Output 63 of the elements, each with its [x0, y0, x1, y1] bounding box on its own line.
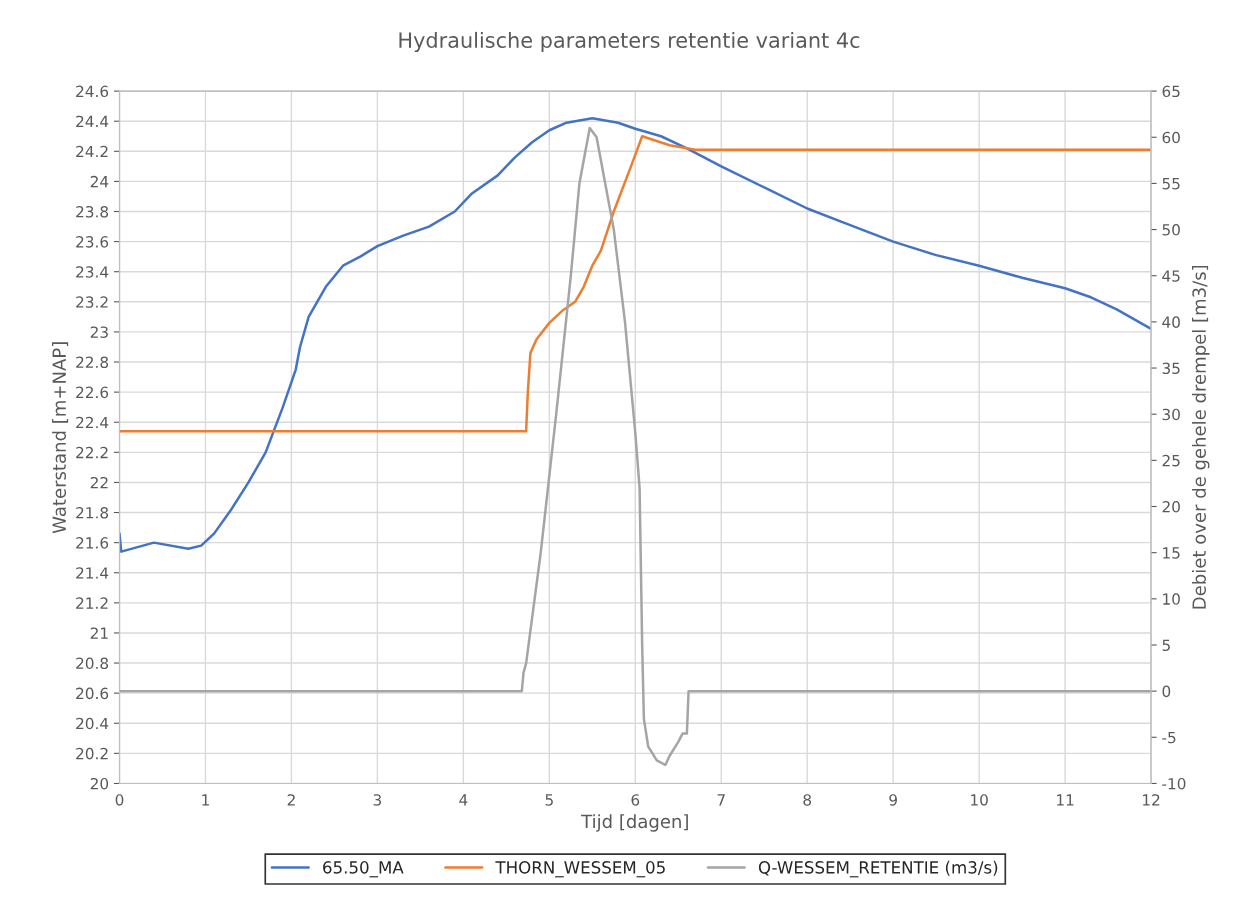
y-tick-label: 22.4	[76, 416, 109, 429]
y-tick-label: 22	[90, 476, 108, 489]
x-tick-label: 7	[717, 794, 725, 806]
y-tick-label: 21.4	[76, 567, 109, 579]
x-tick-label: 0	[115, 794, 124, 806]
y-tick-label: 21.6	[76, 537, 109, 549]
y-tick-label: 22.6	[76, 386, 109, 399]
y2-tick-label: 0	[1162, 685, 1171, 698]
line-series	[119, 135, 1152, 433]
y-tick-label: 22.2	[76, 446, 108, 459]
y2-axis-title: Debiet over de gehele drempel [m3/s]	[1192, 265, 1210, 609]
x-tick-label: 12	[1143, 794, 1160, 806]
y2-tick-label: 40	[1162, 316, 1180, 328]
line-series	[119, 116, 1152, 553]
y-tick-label: 20.6	[76, 687, 109, 700]
y2-tick-label: 5	[1162, 639, 1170, 652]
y2-tick-label: 45	[1162, 270, 1180, 282]
legend-label: THORN_WESSEM_05	[495, 861, 665, 878]
y-tick-label: 23	[90, 326, 108, 338]
legend-label: Q-WESSEM_RETENTIE (m3/s)	[758, 860, 998, 878]
y-tick-label: 20	[90, 777, 109, 790]
y2-tick-label: 15	[1163, 547, 1180, 559]
x-tick-label: 8	[803, 794, 812, 806]
y2-tick-label: 50	[1162, 224, 1180, 236]
y-tick-label: 23.2	[76, 296, 108, 308]
x-tick-label: 9	[889, 794, 897, 806]
y-tick-label: 20.2	[76, 747, 108, 760]
x-tick-label: 10	[971, 794, 988, 806]
x-tick-label: 3	[373, 794, 382, 806]
x-axis-title: Tijd [dagen]	[581, 814, 688, 832]
legend-label: 65.50_MA	[323, 861, 404, 878]
y2-tick-label: 25	[1162, 454, 1180, 467]
y-axis-title: Waterstand [m+NAP]	[52, 342, 69, 534]
y2-tick-label: -5	[1162, 731, 1176, 744]
x-tick-label: 2	[287, 794, 295, 806]
y2-tick-label: 55	[1162, 178, 1180, 190]
y-tick-label: 24	[90, 175, 109, 188]
y-tick-label: 24.4	[76, 115, 109, 128]
chart-title: Hydraulische parameters retentie variant 4c	[399, 31, 860, 53]
y2-tick-label: 35	[1162, 362, 1180, 375]
x-tick-label: 4	[459, 794, 468, 806]
y2-tick-label: 60	[1162, 131, 1180, 144]
y-tick-label: 21.2	[76, 597, 108, 609]
y-tick-label: 20.8	[76, 657, 109, 670]
y2-tick-label: 30	[1162, 408, 1180, 421]
y-tick-label: 21	[90, 627, 108, 639]
x-tick-label: 6	[631, 794, 640, 806]
y-tick-label: 23.6	[76, 236, 109, 248]
y-tick-label: 24.2	[76, 145, 108, 158]
y-tick-label: 20.4	[76, 717, 109, 730]
x-tick-label: 5	[545, 794, 553, 806]
y2-tick-label: 65	[1162, 85, 1180, 98]
y-tick-label: 23.4	[76, 266, 109, 278]
y-tick-label: 24.6	[76, 85, 109, 98]
y2-tick-label: 10	[1163, 593, 1180, 605]
y2-tick-label: -10	[1162, 777, 1186, 790]
line-series	[119, 126, 1152, 767]
y-tick-label: 23.8	[76, 205, 109, 218]
y-tick-label: 21.8	[76, 507, 109, 519]
x-tick-label: 1	[202, 794, 209, 806]
x-tick-label: 11	[1057, 794, 1074, 806]
y-tick-label: 22.8	[76, 356, 109, 369]
y2-tick-label: 20	[1162, 500, 1180, 513]
